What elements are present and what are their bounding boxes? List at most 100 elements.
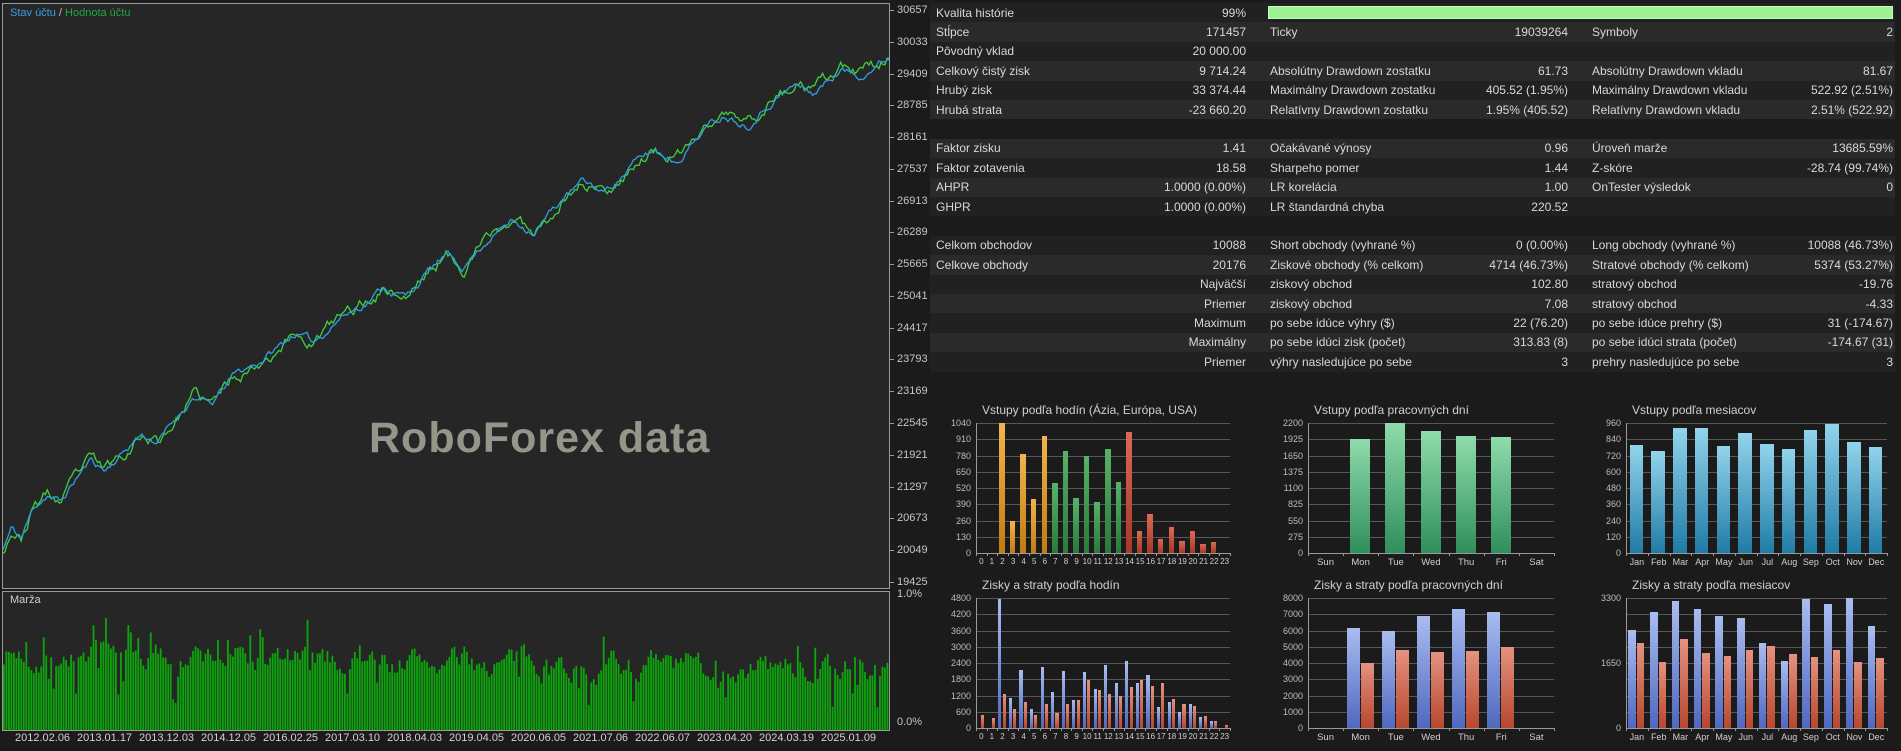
margin-bar <box>408 655 411 730</box>
date-label: 2025.01.09 <box>821 732 877 744</box>
margin-bar <box>373 659 376 730</box>
axis-tick <box>1865 553 1867 556</box>
gridline <box>1626 630 1887 632</box>
margin-bar <box>841 672 844 730</box>
margin-bar <box>321 649 324 730</box>
y-tick-label: 3000 <box>1282 674 1303 685</box>
bar <box>1420 431 1441 553</box>
margin-bar <box>254 670 257 730</box>
margin-bar <box>886 662 889 730</box>
x-axis-label: 3 <box>1010 557 1016 566</box>
bar <box>1030 709 1034 728</box>
bar <box>991 717 996 728</box>
stat-value: Priemer <box>1203 354 1246 369</box>
table-row: AHPR 1.0000 (0.00%) LR korelácia 1.00 OnTest… <box>930 177 1895 197</box>
margin-bar <box>732 676 735 730</box>
stat-label: stratový obchod <box>1592 277 1677 292</box>
y-tick-label: 240 <box>1605 515 1621 526</box>
margin-bar <box>30 670 33 730</box>
margin-bar <box>92 625 95 730</box>
bar <box>1140 679 1144 728</box>
axis-tick <box>1554 553 1555 556</box>
margin-bar <box>378 664 381 730</box>
margin-bar <box>622 670 625 730</box>
axis-tick <box>1219 728 1221 731</box>
bar <box>1044 704 1048 728</box>
bar <box>1847 442 1861 553</box>
gridline <box>1626 614 1887 616</box>
x-axis-label: 5 <box>1031 557 1037 566</box>
stat-value: 31 (-174.67) <box>1827 315 1893 330</box>
margin-bar <box>704 675 707 730</box>
y-tick-label: 1000 <box>1282 706 1303 717</box>
margin-bar <box>286 649 289 730</box>
bar <box>1658 662 1667 728</box>
bar <box>1066 703 1070 728</box>
margin-bar <box>779 661 782 730</box>
margin-bar <box>605 664 608 730</box>
margin-bar <box>134 650 137 730</box>
bar <box>1146 675 1150 728</box>
margin-bar <box>177 676 180 730</box>
stat-label: ziskový obchod <box>1270 296 1353 311</box>
x-axis-label: 19 <box>1177 732 1187 741</box>
x-axis-label: 17 <box>1156 732 1166 741</box>
margin-bar <box>533 665 535 730</box>
stat-value: 4714 (46.73%) <box>1489 257 1568 272</box>
y-tick-label: 0 <box>1297 723 1303 733</box>
stat-value: Maximum <box>1193 315 1246 330</box>
margin-bar <box>139 658 142 730</box>
margin-bar <box>744 677 747 730</box>
axis-tick <box>1166 728 1168 731</box>
x-axis-label: 1 <box>989 557 995 566</box>
margin-bar <box>689 656 692 730</box>
axis-tick <box>976 553 977 556</box>
axis-tick <box>890 200 894 202</box>
bar <box>1501 646 1515 729</box>
margin-bar <box>871 675 874 730</box>
bar <box>1188 704 1192 728</box>
margin-bar <box>729 677 732 730</box>
x-axis-label: 17 <box>1156 557 1166 566</box>
margin-bar <box>368 654 371 730</box>
margin-chart-panel[interactable]: Marža <box>2 591 890 731</box>
x-axis-label: 23 <box>1220 732 1230 741</box>
bar <box>1082 671 1087 728</box>
axis-tick <box>1134 553 1136 556</box>
date-label: 2013.01.17 <box>77 732 133 744</box>
margin-bar <box>488 676 491 730</box>
gridline <box>976 598 1230 599</box>
margin-plot <box>3 618 889 730</box>
axis-tick <box>1669 553 1671 556</box>
stat-value: 0 (0.00%) <box>1515 238 1568 253</box>
balance-equity-chart-panel[interactable]: Stav účtu / Hodnota účtu RoboForex data <box>2 3 890 589</box>
margin-bar <box>637 682 640 730</box>
margin-bar <box>662 658 665 730</box>
margin-bar <box>759 656 762 730</box>
axis-tick <box>1039 553 1041 556</box>
margin-bar <box>757 660 759 730</box>
bar <box>1431 651 1445 728</box>
y-axis-line <box>976 423 977 553</box>
margin-bar <box>77 657 80 730</box>
y-tick-label: 2200 <box>1282 418 1303 428</box>
margin-bar <box>197 648 199 730</box>
margin-bar <box>525 656 528 730</box>
stat-value: 313.83 (8) <box>1513 335 1568 350</box>
margin-bar <box>361 661 364 730</box>
margin-bar <box>418 654 421 730</box>
x-axis-label: 12 <box>1103 557 1113 566</box>
axis-tick <box>1198 553 1200 556</box>
margin-bar <box>62 656 65 730</box>
table-row: GHPR 1.0000 (0.00%) LR štandardná chyba 220… <box>930 197 1895 217</box>
y-tick-label: 3600 <box>950 625 971 636</box>
history-quality-bar <box>1268 6 1893 19</box>
bar <box>1093 688 1097 728</box>
x-axis-label: 23 <box>1220 557 1230 566</box>
axis-tick <box>1028 553 1030 556</box>
margin-bar <box>567 678 570 730</box>
stat-label: ziskový obchod <box>1270 277 1353 292</box>
axis-tick <box>1756 553 1758 556</box>
margin-bar <box>478 663 481 730</box>
margin-bar <box>475 664 478 730</box>
